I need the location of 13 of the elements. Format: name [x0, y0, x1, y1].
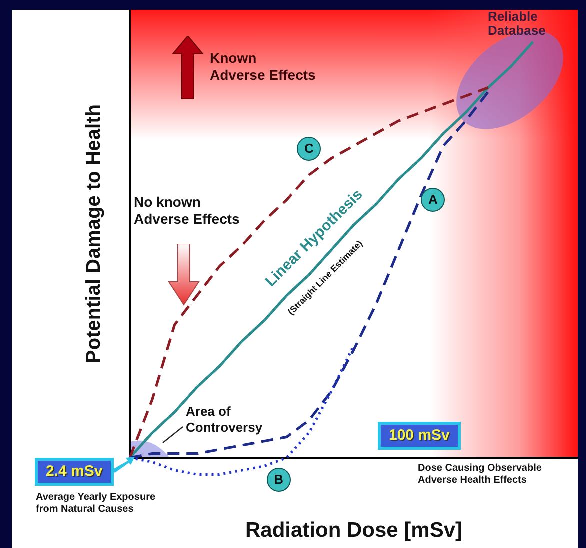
text: Average Yearly Exposure from Natural Causes — [36, 492, 156, 516]
series-label: A — [421, 188, 446, 212]
y-axis-title: Potential Damage to Health — [82, 104, 106, 364]
x-axis-title: Radiation Dose [mSv] — [245, 519, 463, 542]
annotation: 100 mSv — [378, 422, 461, 450]
series-label: C — [297, 137, 322, 162]
text: 2.4 mSv — [35, 458, 114, 486]
series-label: B — [266, 468, 291, 492]
annotation: Known Adverse Effects — [210, 50, 316, 84]
annotation: Area of Controversy — [186, 404, 263, 436]
annotation: Dose Causing Observable Adverse Health Effects — [418, 463, 542, 487]
annotation: No known Adverse Effects — [134, 194, 240, 228]
text: Reliable Database — [488, 9, 546, 39]
